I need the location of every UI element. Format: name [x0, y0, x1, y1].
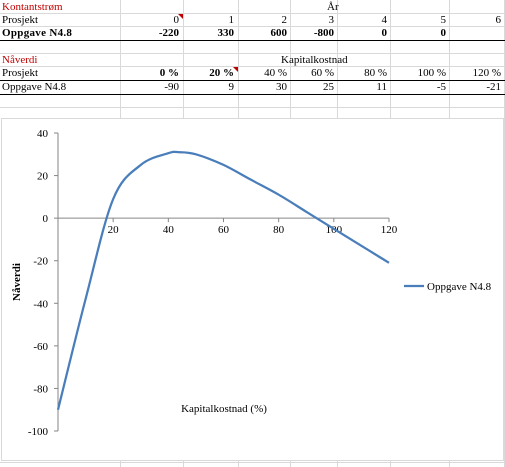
rate-cell-2[interactable]: 40 % — [264, 67, 287, 79]
npv-value-6[interactable]: -21 — [486, 81, 501, 93]
rate-cell-4[interactable]: 80 % — [364, 67, 387, 79]
rate-cell-5[interactable]: 100 % — [417, 67, 446, 79]
cashflow-value-2[interactable]: 600 — [270, 27, 288, 39]
npv-value-5[interactable]: -5 — [436, 81, 446, 93]
y-tick-label: 40 — [37, 128, 49, 140]
cashflow-value-3[interactable]: -800 — [313, 27, 334, 39]
rate-cell-1[interactable]: 20 % — [209, 67, 234, 79]
y-tick-label: 0 — [43, 213, 49, 225]
y-tick-label: -80 — [33, 383, 48, 395]
y-tick-label: -40 — [33, 298, 48, 310]
year-cell-1[interactable]: 1 — [228, 14, 235, 26]
npv-section-title: Nåverdi — [2, 54, 38, 66]
y-axis-title: Nåverdi — [11, 263, 23, 301]
npv-value-1[interactable]: 9 — [228, 81, 235, 93]
comment-marker[interactable] — [233, 67, 238, 72]
npv-row-label: Oppgave N4.8 — [2, 81, 67, 93]
legend-label: Oppgave N4.8 — [427, 281, 492, 293]
cashflow-value-5[interactable]: 0 — [440, 27, 447, 39]
year-cell-2[interactable]: 2 — [281, 14, 288, 26]
cashflow-value-1[interactable]: 330 — [217, 27, 235, 39]
series-line-0 — [56, 150, 390, 410]
cashflow-row-label-header: Prosjekt — [2, 14, 39, 26]
capital-cost-header: Kapitalkostnad — [281, 54, 348, 66]
year-cell-5[interactable]: 5 — [440, 14, 447, 26]
x-axis-title: Kapitalkostnad (%) — [181, 403, 267, 415]
npv-row-label-header: Prosjekt — [2, 67, 39, 79]
y-tick-label: -60 — [33, 341, 48, 353]
year-cell-4[interactable]: 4 — [381, 14, 388, 26]
npv-value-2[interactable]: 30 — [276, 81, 287, 93]
year-cell-0[interactable]: 0 — [173, 14, 180, 26]
year-cell-3[interactable]: 3 — [328, 14, 335, 26]
x-tick-label: 80 — [273, 224, 285, 236]
npv-value-4[interactable]: 11 — [376, 81, 387, 93]
cashflow-section-title: Kontantstrøm — [2, 1, 63, 13]
x-tick-label: 60 — [218, 224, 230, 236]
year-cell-6[interactable]: 6 — [495, 14, 502, 26]
npv-chart[interactable]: 40 20 0 -20 -40 -60 -80 -100 20 40 60 80 100 120 Nåver… — [1, 118, 504, 461]
npv-value-0[interactable]: -90 — [164, 81, 179, 93]
x-tick-label: 120 — [381, 224, 398, 236]
cashflow-value-4[interactable]: 0 — [381, 27, 388, 39]
year-header: År — [327, 1, 339, 13]
npv-value-3[interactable]: 25 — [323, 81, 334, 93]
comment-marker[interactable] — [178, 14, 183, 19]
rate-cell-3[interactable]: 60 % — [311, 67, 334, 79]
cashflow-row-label: Oppgave N4.8 — [2, 27, 73, 39]
y-tick-label: 20 — [37, 171, 49, 183]
rate-cell-6[interactable]: 120 % — [472, 67, 501, 79]
y-tick-label: -100 — [28, 426, 49, 438]
x-tick-label: 40 — [163, 224, 175, 236]
cashflow-value-0[interactable]: -220 — [158, 27, 179, 39]
y-tick-label: -20 — [33, 256, 48, 268]
x-tick-label: 20 — [108, 224, 120, 236]
rate-cell-0[interactable]: 0 % — [159, 67, 179, 79]
